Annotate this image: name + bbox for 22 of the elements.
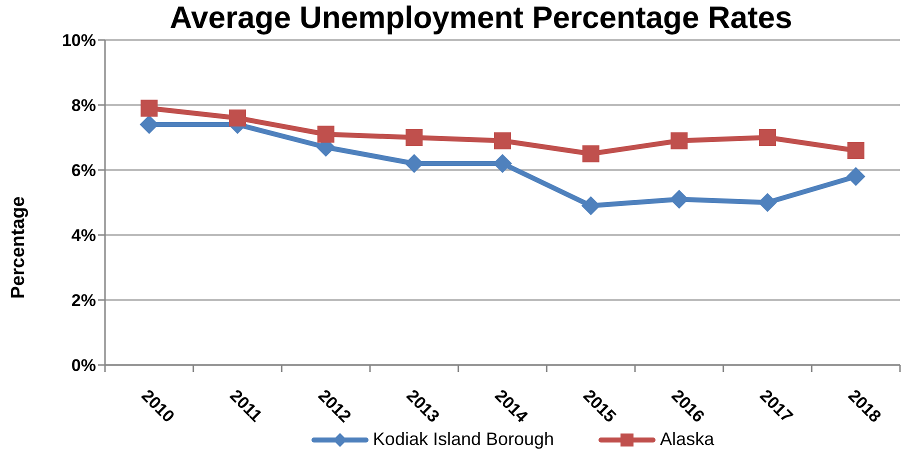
point (406, 129, 423, 146)
y-tick-label: 0% (71, 356, 96, 376)
y-tick-label: 4% (71, 226, 96, 246)
chart-title: Average Unemployment Percentage Rates (170, 0, 792, 35)
y-tick-label: 2% (71, 291, 96, 310)
y-axis-title: Percentage (8, 196, 29, 299)
point (846, 167, 866, 186)
point (581, 196, 600, 216)
legend-label: Alaska (660, 429, 714, 450)
point (759, 129, 776, 146)
point (670, 132, 688, 150)
point (494, 132, 511, 150)
y-tick-label: 8% (71, 96, 96, 116)
y-tick-label: 10% (62, 31, 96, 50)
point (582, 145, 600, 162)
point (758, 193, 777, 212)
point (140, 100, 158, 117)
y-tick-label: 6% (71, 161, 96, 180)
point (229, 110, 246, 126)
point (847, 142, 864, 159)
point (317, 126, 334, 143)
legend-label: Kodiak Island Borough (372, 429, 554, 450)
